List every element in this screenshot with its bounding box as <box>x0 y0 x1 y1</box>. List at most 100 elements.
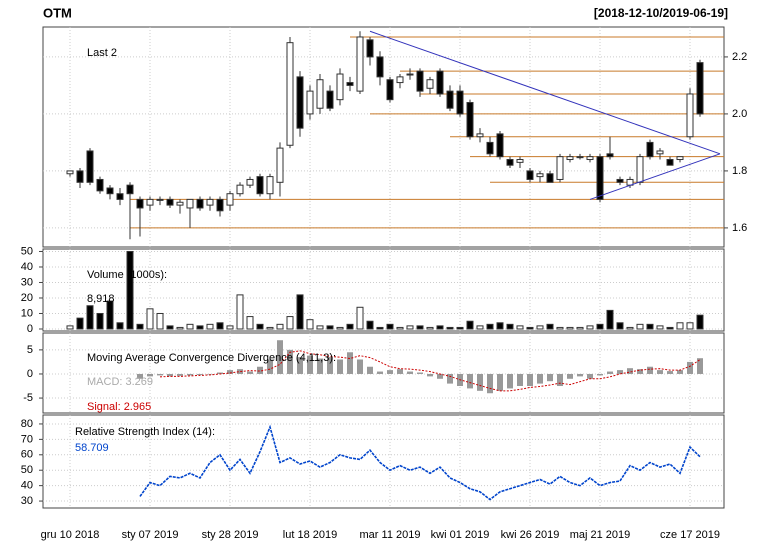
macd-bar <box>387 370 393 374</box>
candle-body <box>366 39 374 58</box>
chart-title: OTM <box>43 5 72 20</box>
y-tick-label: 80 <box>21 418 33 430</box>
candle-body <box>236 184 244 195</box>
candle-body <box>676 156 684 161</box>
macd-bar <box>177 373 183 376</box>
candle-body <box>596 156 604 200</box>
x-tick-label: kwi 01 2019 <box>431 529 490 541</box>
volume-bar <box>696 314 704 330</box>
signal-label: Signal: 2.965 <box>87 401 151 413</box>
candle-body <box>686 93 694 138</box>
x-tick-label: cze 17 2019 <box>660 529 720 541</box>
rsi-title: Relative Strength Index (14): <box>75 426 215 438</box>
y-tick-label: 50 <box>21 245 33 257</box>
macd-bar <box>487 373 493 394</box>
volume-bar <box>236 294 244 330</box>
candle-body <box>566 156 574 161</box>
volume-bar <box>396 326 404 330</box>
x-tick-label: maj 21 2019 <box>570 529 631 541</box>
volume-bar <box>666 326 674 330</box>
candle-body <box>276 147 284 183</box>
volume-bar <box>266 326 274 330</box>
candle-body <box>576 156 584 159</box>
volume-bar <box>506 323 514 330</box>
rsi-line <box>139 424 701 501</box>
volume-bar <box>256 323 264 330</box>
y-tick-label: 10 <box>21 307 33 319</box>
macd-bar <box>577 373 583 377</box>
candle-body <box>536 173 544 178</box>
volume-bar <box>136 323 144 330</box>
macd-bar <box>597 373 603 376</box>
candle-body <box>226 193 234 206</box>
macd-bar <box>357 359 363 374</box>
y-tick-label: -5 <box>23 392 33 404</box>
volume-bar <box>426 326 434 330</box>
volume-bar <box>156 312 164 330</box>
volume-bar <box>416 325 424 330</box>
macd-bar <box>307 355 313 374</box>
y-tick-label: 2.0 <box>732 108 747 120</box>
macd-bar <box>327 357 333 374</box>
volume-bar <box>376 326 384 330</box>
macd-bar <box>397 369 403 374</box>
candle-body <box>316 79 324 109</box>
volume-bar <box>576 326 584 330</box>
volume-bar <box>486 323 494 330</box>
candle-body <box>336 73 344 101</box>
candle-body <box>506 159 514 166</box>
volume-bar <box>306 319 314 330</box>
y-tick-label: 0 <box>27 368 33 380</box>
trend-line <box>589 153 721 200</box>
y-tick-label: 5 <box>27 344 33 356</box>
candle-body <box>86 150 94 183</box>
volume-bar <box>586 325 594 330</box>
macd-bar <box>367 366 373 374</box>
volume-bar <box>86 305 94 330</box>
candle-body <box>306 90 314 115</box>
macd-bar <box>147 373 153 377</box>
macd-bar <box>297 357 303 374</box>
macd-bar <box>437 373 443 379</box>
candle-body <box>496 133 504 158</box>
candle-body <box>376 56 384 78</box>
macd-bar <box>627 368 633 374</box>
candle-body <box>636 156 644 183</box>
candle-body <box>416 70 424 92</box>
volume-bar <box>616 322 624 330</box>
macd-bar <box>347 352 353 374</box>
macd-bar <box>507 373 513 389</box>
panel-frame <box>42 414 725 509</box>
volume-bar <box>316 325 324 330</box>
candle-body <box>356 36 364 92</box>
volume-bar <box>566 326 574 330</box>
macd-bar <box>617 370 623 374</box>
candle-body <box>76 170 84 183</box>
candle-body <box>456 90 464 115</box>
macd-bar <box>447 373 453 384</box>
macd-bar <box>657 370 663 374</box>
y-tick-label: 50 <box>21 464 33 476</box>
macd-bar <box>547 373 553 382</box>
macd-bar <box>497 373 503 391</box>
candle-body <box>196 198 204 209</box>
candle-body <box>526 170 534 180</box>
candle-body <box>656 150 664 155</box>
y-tick-label: 0 <box>27 323 33 335</box>
volume-bar <box>646 323 654 330</box>
volume-bar <box>676 322 684 330</box>
y-tick-label: 20 <box>21 292 33 304</box>
candle-body <box>296 76 304 129</box>
candle-body <box>616 178 624 183</box>
macd-bar <box>687 361 693 374</box>
candle-body <box>386 79 394 101</box>
volume-bar <box>466 320 474 330</box>
y-tick-label: 1.8 <box>732 165 747 177</box>
volume-bar <box>446 326 454 330</box>
macd-bar <box>637 369 643 374</box>
volume-bar <box>356 306 364 330</box>
volume-bar <box>176 326 184 330</box>
volume-bar <box>536 325 544 330</box>
panel-frame <box>42 332 725 414</box>
